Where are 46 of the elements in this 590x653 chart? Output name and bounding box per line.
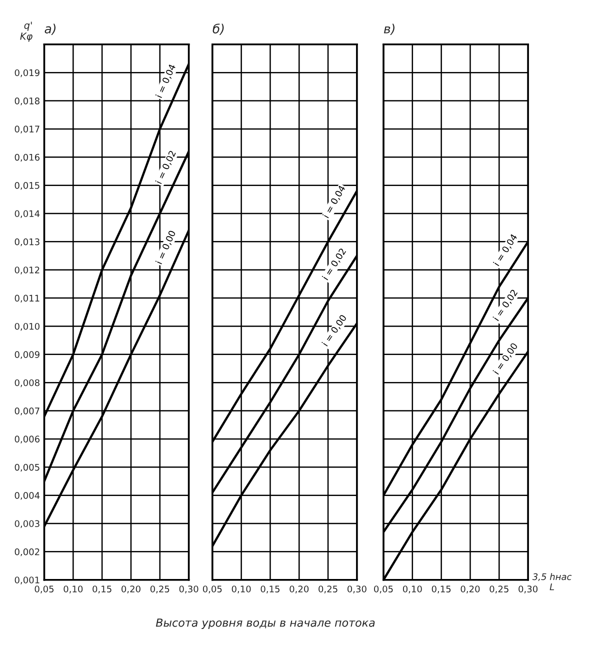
y-tick-label: 0,009 — [14, 351, 40, 359]
y-tick-label: 0,016 — [14, 154, 40, 162]
x-tick-label: 0,30 — [518, 586, 538, 594]
y-tick-label: 0,013 — [14, 238, 40, 246]
y-tick-label: 0,007 — [14, 408, 40, 416]
x-tick-label: 0,25 — [150, 586, 170, 594]
y-tick-label: 0,011 — [14, 294, 40, 303]
y-tick-label: 0,001 — [14, 576, 40, 584]
x-tick-label: 0,10 — [232, 586, 251, 594]
y-tick-label: 0,002 — [14, 548, 40, 556]
y-tick-label: 0,008 — [14, 379, 40, 388]
x-tick-label: 0,05 — [202, 586, 222, 594]
chart-title: б) — [212, 24, 224, 35]
x-tick-label: 0,10 — [64, 586, 83, 594]
y-tick-label: 0,015 — [14, 182, 40, 190]
x-tick-label: 0,20 — [290, 586, 309, 594]
text: i = 0,02 — [155, 150, 177, 185]
x-tick-label: 0,25 — [318, 586, 338, 594]
text: i = 0,04 — [322, 184, 346, 219]
text: Высота уровня воды в начале потока — [156, 618, 375, 629]
x-tick-label: 0,05 — [374, 586, 393, 594]
y-axis-title: q' Kφ — [20, 22, 32, 42]
y-tick-label: 0,018 — [14, 98, 40, 106]
x-tick-label: 0,05 — [34, 586, 54, 594]
y-tick-label: 0,019 — [14, 69, 40, 78]
chart-title: а) — [44, 24, 56, 35]
y-tick-label: 0,005 — [14, 464, 40, 472]
x-tick-label: 0,10 — [402, 586, 422, 594]
x-tick-label: 0,30 — [179, 586, 198, 594]
x-tick-label: 0,15 — [260, 586, 280, 594]
x-tick-label: 0,20 — [460, 586, 480, 594]
y-tick-label: 0,012 — [14, 266, 40, 274]
x-tick-label: 0,20 — [122, 586, 140, 594]
text: i = 0,00 — [155, 230, 177, 265]
chart-title: в) — [384, 24, 394, 35]
y-tick-label: 0,010 — [14, 322, 40, 331]
y-tick-label: 0,017 — [14, 126, 40, 134]
y-tick-label: 0,004 — [14, 492, 40, 500]
y-tick-label: 0,003 — [14, 520, 40, 528]
x-tick-label: 0,30 — [347, 586, 366, 594]
text: i = 0,04 — [155, 64, 177, 98]
x-tick-label: 0,15 — [92, 586, 112, 594]
x-tick-label: 0,15 — [432, 586, 451, 594]
y-tick-label: 0,006 — [14, 436, 40, 444]
x-tick-label: 0,25 — [490, 586, 508, 594]
y-tick-label: 0,014 — [14, 210, 40, 218]
